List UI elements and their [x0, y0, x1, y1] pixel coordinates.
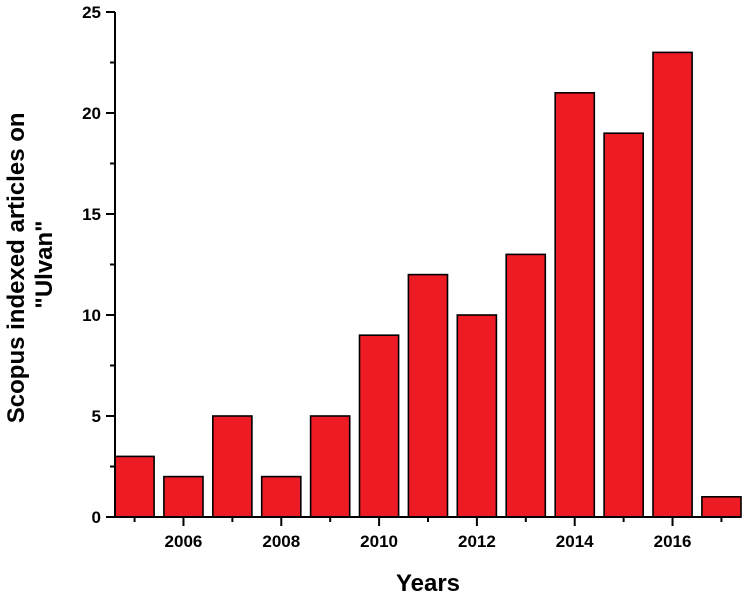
bar-2006 [163, 475, 204, 518]
axes-group: 0 5 10 15 20 25 2006 2008 2010 2012 2014 2016 [82, 3, 741, 551]
y-tick-label-5: 5 [92, 407, 101, 426]
bar-2013 [505, 253, 547, 518]
y-tick-label-20: 20 [82, 104, 101, 123]
y-tick-label-25: 25 [82, 3, 101, 22]
bar-2010 [358, 334, 400, 518]
y-axis-title-line-2: "Ulvan" [31, 220, 58, 308]
bar-2016 [652, 51, 693, 518]
y-tick-label-10: 10 [82, 306, 101, 325]
y-tick-label-15: 15 [82, 205, 101, 224]
bar-2015 [603, 132, 644, 518]
bar-2012 [456, 314, 498, 518]
bars-group [114, 51, 742, 518]
bar-2005 [114, 455, 155, 518]
bar-2007 [212, 415, 253, 518]
y-axis-title: Scopus indexed articles on "Ulvan" [3, 106, 58, 423]
x-tick-label-2016: 2016 [654, 532, 692, 551]
bar-2014 [554, 92, 596, 518]
bar-2009 [309, 415, 351, 518]
x-tick-label-2010: 2010 [360, 532, 398, 551]
bar-2011 [407, 273, 449, 518]
x-axis-title: Years [396, 570, 460, 597]
x-tick-label-2008: 2008 [262, 532, 300, 551]
x-tick-label-2014: 2014 [556, 532, 594, 551]
bar-2017 [701, 495, 742, 518]
x-tick-label-2012: 2012 [458, 532, 496, 551]
x-tick-label-2006: 2006 [165, 532, 203, 551]
y-tick-label-0: 0 [92, 508, 101, 527]
bar-2008 [260, 475, 302, 518]
y-axis-title-line-1: Scopus indexed articles on [3, 112, 30, 423]
